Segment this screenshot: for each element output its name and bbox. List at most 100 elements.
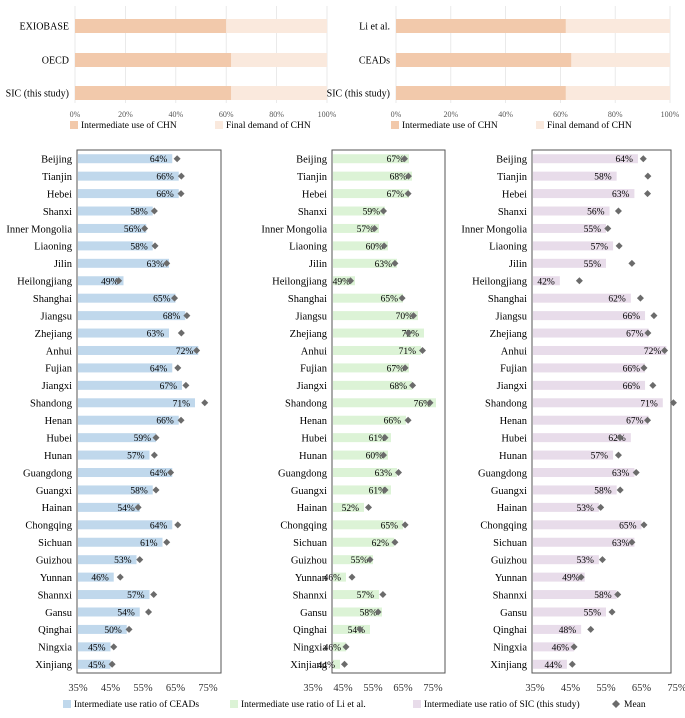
mean-marker-shanghai: [398, 294, 406, 302]
bar-beijing: [333, 154, 409, 164]
x-tick-label: 60%: [219, 110, 234, 119]
value-label-shandong: 71%: [173, 399, 191, 409]
region-label-jiangsu: Jiangsu: [496, 311, 528, 322]
mean-marker-hainan: [365, 503, 372, 511]
value-label-hainan: 54%: [117, 504, 135, 514]
bar-guizhou: [333, 555, 373, 565]
region-label-beijing: Beijing: [41, 155, 73, 166]
region-label-yunnan: Yunnan: [495, 573, 528, 584]
category-label-exiobase: EXIOBASE: [20, 22, 69, 33]
bar-liaoning: [78, 241, 153, 251]
bar-tianjin: [78, 171, 179, 181]
x-tick-label: 55%: [596, 683, 616, 694]
legend-label-final-demand: Final demand of CHN: [226, 120, 311, 131]
bar-heilongjiang: [533, 276, 560, 286]
value-label-hunan: 60%: [366, 452, 384, 462]
mean-marker-ningxia: [570, 643, 578, 651]
mean-marker-shanxi: [380, 207, 387, 215]
mean-marker-guizhou: [598, 556, 606, 564]
bar-jiangsu: [533, 311, 646, 321]
bar-xinjiang: [533, 659, 567, 669]
mean-marker-henan: [404, 416, 412, 424]
region-label-qinghai: Qinghai: [493, 625, 527, 636]
legend-swatch-li-et-al: [230, 700, 238, 708]
mean-marker-fujian: [401, 364, 409, 372]
region-label-chongqing: Chongqing: [280, 521, 327, 532]
category-label-li-et-al: Li et al.: [359, 22, 390, 33]
value-label-tianjin: 66%: [156, 173, 174, 183]
bar-hainan: [333, 502, 364, 512]
bar-guizhou: [533, 555, 599, 565]
bar-henan: [78, 415, 179, 425]
bar-guangdong: [78, 468, 173, 478]
value-label-anhui: 71%: [399, 347, 417, 357]
mean-marker-shandong: [201, 399, 209, 407]
value-label-yunnan: 46%: [324, 574, 342, 584]
bar-gansu: [533, 607, 606, 617]
value-label-liaoning: 57%: [591, 242, 609, 252]
value-label-tianjin: 68%: [390, 173, 408, 183]
bar-jiangsu: [78, 311, 186, 321]
bar-shanghai: [533, 293, 631, 303]
region-label-guangxi: Guangxi: [491, 486, 527, 497]
value-label-guangdong: 63%: [612, 469, 630, 479]
bar-chongqing: [333, 520, 403, 530]
value-label-inner-mongolia: 55%: [584, 225, 602, 235]
region-label-guizhou: Guizhou: [291, 555, 328, 566]
bar-henan: [533, 415, 649, 425]
value-label-hebei: 67%: [387, 190, 405, 200]
region-label-zhejiang: Zhejiang: [290, 329, 328, 340]
bar-sichuan: [333, 537, 394, 547]
mean-marker-qinghai: [587, 625, 595, 633]
bar-jiangxi: [333, 380, 412, 390]
mean-marker-tianjin: [404, 172, 412, 180]
region-label-liaoning: Liaoning: [34, 242, 73, 253]
bar-inner-mongolia: [533, 223, 606, 233]
region-label-sichuan: Sichuan: [493, 538, 528, 549]
region-label-jilin: Jilin: [509, 259, 528, 270]
bar-chongqing: [78, 520, 173, 530]
plot-frame: [76, 149, 222, 674]
value-label-gansu: 55%: [584, 608, 602, 618]
region-label-anhui: Anhui: [301, 346, 327, 357]
region-label-shanxi: Shanxi: [298, 207, 327, 218]
value-label-yunnan: 49%: [562, 574, 580, 584]
value-label-ningxia: 46%: [324, 643, 342, 653]
mean-marker-henan: [177, 416, 185, 424]
mean-marker-inner-mongolia: [371, 224, 378, 232]
value-label-chongqing: 65%: [619, 521, 637, 531]
x-tick-label: 65%: [166, 683, 186, 694]
mean-marker-yunnan: [577, 573, 585, 581]
mean-marker-fujian: [640, 364, 648, 372]
x-tick-label: 75%: [423, 683, 443, 694]
value-label-anhui: 72%: [176, 347, 194, 357]
legend-label-final-demand: Final demand of CHN: [547, 120, 632, 131]
bar-shanghai: [78, 293, 176, 303]
region-label-hunan: Hunan: [44, 451, 73, 462]
bar-zhejiang: [78, 328, 169, 338]
region-label-hebei: Hebei: [502, 189, 527, 200]
legend-label-ceads: Intermediate use ratio of CEADs: [74, 699, 199, 710]
value-label-henan: 67%: [626, 417, 644, 427]
value-label-xinjiang: 44%: [318, 661, 336, 671]
mean-marker-jilin: [391, 259, 399, 267]
mean-marker-qinghai: [356, 625, 364, 633]
mean-marker-heilongjiang: [575, 277, 583, 285]
bar-xinjiang: [333, 659, 340, 669]
category-label-sic-this-study: SIC (this study): [327, 89, 390, 100]
value-label-hebei: 63%: [612, 190, 630, 200]
bar-zhejiang: [533, 328, 649, 338]
bar-ningxia: [333, 642, 346, 652]
legend-swatch-intermediate: [70, 121, 78, 129]
value-label-henan: 66%: [384, 417, 402, 427]
mean-marker-zhejiang: [644, 329, 652, 337]
x-tick-label: 20%: [443, 110, 458, 119]
region-label-anhui: Anhui: [501, 346, 527, 357]
value-label-shandong: 76%: [414, 399, 432, 409]
region-label-liaoning: Liaoning: [489, 242, 528, 253]
value-label-shanxi: 59%: [363, 208, 381, 218]
region-label-inner-mongolia: Inner Mongolia: [6, 224, 72, 235]
legend-label-mean: Mean: [624, 700, 646, 710]
bar-intermediate-exiobase: [75, 19, 227, 33]
x-tick-label: 55%: [363, 683, 383, 694]
